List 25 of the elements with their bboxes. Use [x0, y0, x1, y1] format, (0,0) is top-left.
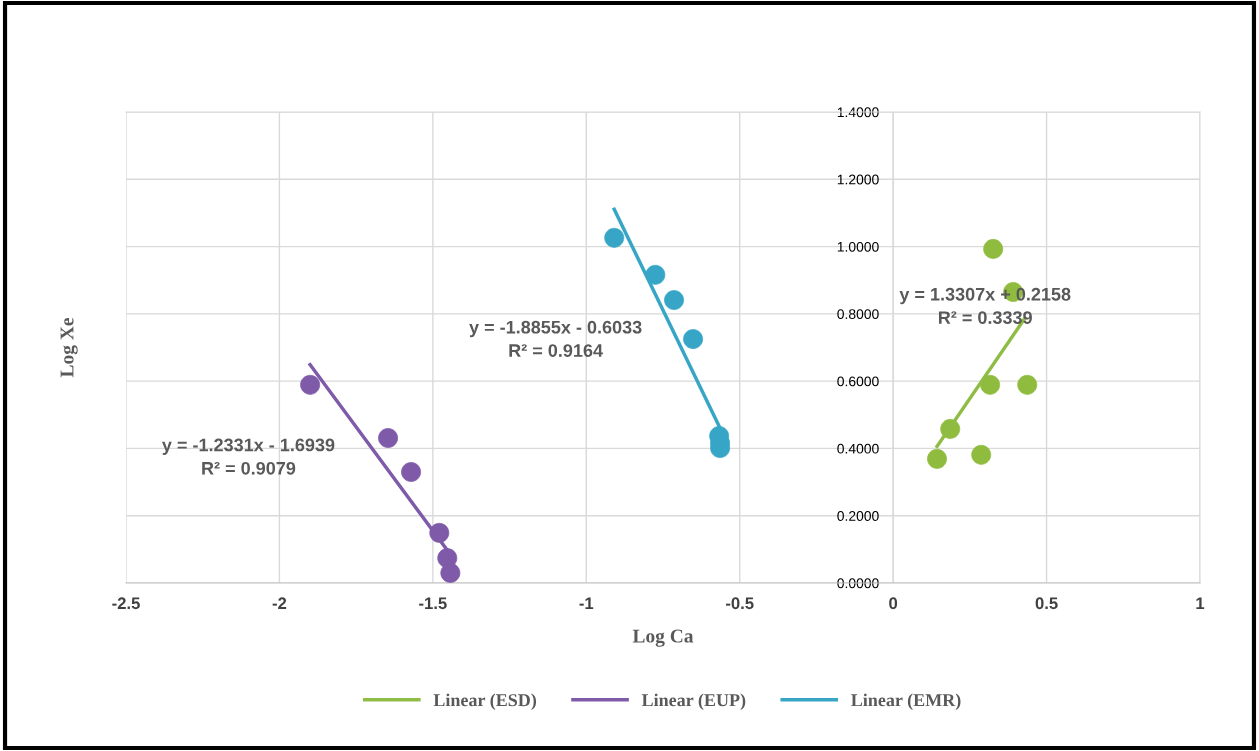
x-tick-label: -1 — [579, 597, 594, 609]
y-tick-label: 1.2000 — [837, 174, 879, 185]
y-tick-label: 0.4000 — [837, 443, 879, 454]
y-tick-label: 0.0000 — [837, 578, 879, 589]
y-axis-title: Log Xe — [60, 318, 78, 378]
x-axis-title: Log Ca — [632, 629, 694, 647]
y-tick-label: 0.2000 — [837, 511, 879, 521]
legend-label: Linear (EMR) — [851, 693, 961, 710]
x-tick-label: -2.5 — [112, 597, 140, 610]
annotation: y = -1.2331x - 1.6939 R² = 0.9079 — [162, 438, 335, 475]
annotation: y = -1.8855x - 0.6033 R² = 0.9164 — [469, 320, 642, 357]
legend-label: Linear (ESD) — [433, 693, 537, 710]
y-tick-label: 1.4000 — [837, 107, 879, 118]
x-tick-label: 0 — [889, 597, 898, 610]
y-tick-label: 1.0000 — [837, 241, 879, 252]
x-tick-label: -1.5 — [419, 597, 447, 610]
x-tick-label: -0.5 — [726, 597, 754, 610]
y-tick-label: 0.6000 — [837, 376, 879, 387]
x-tick-label: 0.5 — [1035, 597, 1058, 610]
x-tick-label: -2 — [272, 597, 287, 609]
x-tick-label: 1 — [1196, 597, 1205, 609]
point — [971, 444, 992, 465]
legend-label: Linear (EUP) — [641, 693, 746, 710]
point — [604, 227, 625, 248]
y-tick-label: 0.8000 — [837, 309, 879, 320]
